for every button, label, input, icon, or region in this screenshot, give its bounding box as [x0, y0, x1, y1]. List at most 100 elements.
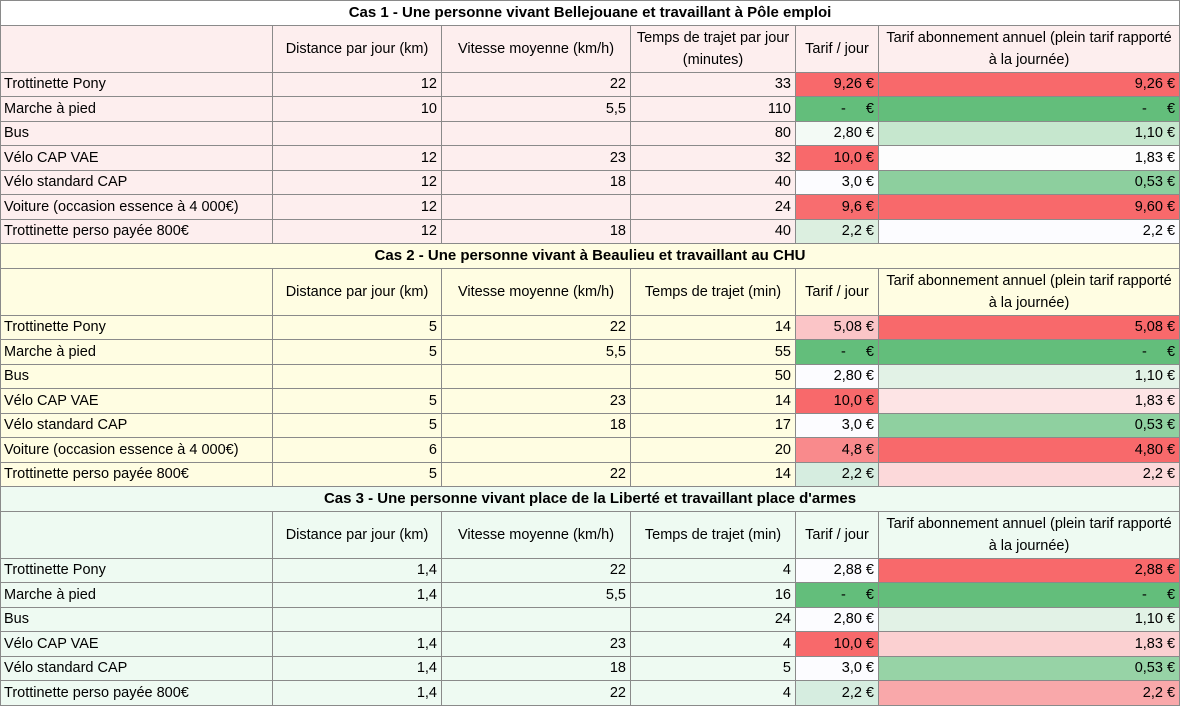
value-cell: [272, 363, 442, 389]
data-row: Voiture (occasion essence à 4 000€) 12 24 9…: [0, 194, 1181, 220]
header-cell: Tarif abonnement annuel (plein tarif rap…: [877, 510, 1181, 559]
value-cell: 2,2 €: [795, 461, 879, 487]
value-cell: 9,26 €: [795, 71, 879, 97]
header-row: Distance par jour (km) Vitesse moyenne (k…: [0, 510, 1181, 559]
mode-label: Trottinette Pony: [0, 557, 273, 583]
header-cell: Temps de trajet (min): [630, 510, 796, 559]
header-row: Distance par jour (km) Vitesse moyenne (k…: [0, 24, 1181, 73]
value-cell: 1,10 €: [877, 120, 1181, 146]
data-row: Trottinette perso payée 800€ 5 22 14 2,2 €2,…: [0, 461, 1181, 487]
value-cell: 2,80 €: [795, 606, 879, 632]
value-cell: 14: [630, 314, 796, 340]
value-cell: 0,53 €: [877, 169, 1181, 195]
mode-label: Vélo CAP VAE: [0, 388, 273, 414]
value-cell: 9,26 €: [877, 71, 1181, 97]
value-cell: 22: [441, 680, 631, 706]
header-cell: Distance par jour (km): [272, 510, 442, 559]
value-cell: 50: [630, 363, 796, 389]
value-cell: 2,2 €: [795, 680, 879, 706]
mode-label: Bus: [0, 606, 273, 632]
value-cell: 10,0 €: [795, 388, 879, 414]
value-cell: 1,10 €: [877, 363, 1181, 389]
value-cell: 2,2 €: [877, 461, 1181, 487]
value-cell: 1,83 €: [877, 631, 1181, 657]
value-cell: 24: [630, 194, 796, 220]
section-title-row: Cas 1 - Une personne vivant Bellejouane …: [0, 0, 1181, 26]
value-cell: 20: [630, 437, 796, 463]
value-cell: 6: [272, 437, 442, 463]
value-cell: 12: [272, 71, 442, 97]
header-cell: Distance par jour (km): [272, 24, 442, 73]
mode-label: Marche à pied: [0, 96, 273, 122]
value-cell: 14: [630, 461, 796, 487]
value-cell: 5: [272, 412, 442, 438]
header-cell: Vitesse moyenne (km/h): [441, 510, 631, 559]
value-cell: 32: [630, 145, 796, 171]
mode-label: Trottinette Pony: [0, 314, 273, 340]
value-cell: 1,4: [272, 631, 442, 657]
value-cell: 110: [630, 96, 796, 122]
header-cell: Distance par jour (km): [272, 267, 442, 316]
mode-label: Marche à pied: [0, 339, 273, 365]
value-cell: 40: [630, 169, 796, 195]
value-cell: 4,80 €: [877, 437, 1181, 463]
value-cell: 17: [630, 412, 796, 438]
value-cell: - €: [877, 582, 1181, 608]
value-cell: 22: [441, 71, 631, 97]
mode-label: Vélo CAP VAE: [0, 631, 273, 657]
value-cell: 5: [272, 339, 442, 365]
value-cell: [441, 437, 631, 463]
value-cell: 5,5: [441, 582, 631, 608]
value-cell: 22: [441, 461, 631, 487]
data-row: Vélo CAP VAE 12 23 32 10,0 €1,83 €: [0, 145, 1181, 171]
header-cell: [0, 24, 273, 73]
value-cell: 2,80 €: [795, 120, 879, 146]
value-cell: - €: [795, 582, 879, 608]
value-cell: - €: [877, 96, 1181, 122]
header-cell: Tarif / jour: [795, 267, 879, 316]
value-cell: 5,5: [441, 96, 631, 122]
mode-label: Vélo CAP VAE: [0, 145, 273, 171]
header-cell: Tarif abonnement annuel (plein tarif rap…: [877, 24, 1181, 73]
value-cell: - €: [877, 339, 1181, 365]
value-cell: 1,4: [272, 582, 442, 608]
mode-label: Trottinette perso payée 800€: [0, 218, 273, 244]
value-cell: [441, 194, 631, 220]
value-cell: 18: [441, 218, 631, 244]
value-cell: 5,5: [441, 339, 631, 365]
value-cell: [441, 363, 631, 389]
value-cell: 12: [272, 218, 442, 244]
data-row: Vélo standard CAP 12 18 40 3,0 €0,53 €: [0, 169, 1181, 195]
value-cell: 2,88 €: [877, 557, 1181, 583]
value-cell: 5: [272, 461, 442, 487]
value-cell: 10,0 €: [795, 145, 879, 171]
value-cell: 18: [441, 412, 631, 438]
section-title: Cas 2 - Une personne vivant à Beaulieu e…: [0, 243, 1181, 269]
value-cell: 5: [630, 655, 796, 681]
value-cell: [441, 120, 631, 146]
data-row: Trottinette Pony 12 22 33 9,26 €9,26 €: [0, 71, 1181, 97]
value-cell: [272, 120, 442, 146]
header-cell: [0, 510, 273, 559]
value-cell: 22: [441, 557, 631, 583]
mode-label: Vélo standard CAP: [0, 655, 273, 681]
value-cell: 3,0 €: [795, 412, 879, 438]
data-row: Bus 24 2,80 €1,10 €: [0, 606, 1181, 632]
header-cell: Temps de trajet par jour (minutes): [630, 24, 796, 73]
value-cell: 12: [272, 169, 442, 195]
value-cell: 5: [272, 314, 442, 340]
data-row: Trottinette perso payée 800€ 12 18 40 2,2 €2…: [0, 218, 1181, 244]
data-row: Vélo standard CAP 1,4 18 5 3,0 €0,53 €: [0, 655, 1181, 681]
value-cell: 0,53 €: [877, 412, 1181, 438]
value-cell: 23: [441, 631, 631, 657]
header-cell: Temps de trajet (min): [630, 267, 796, 316]
value-cell: 1,4: [272, 557, 442, 583]
value-cell: 24: [630, 606, 796, 632]
value-cell: 12: [272, 145, 442, 171]
header-cell: [0, 267, 273, 316]
mode-label: Bus: [0, 120, 273, 146]
data-row: Bus 80 2,80 €1,10 €: [0, 120, 1181, 146]
header-cell: Tarif abonnement annuel (plein tarif rap…: [877, 267, 1181, 316]
value-cell: 5,08 €: [795, 314, 879, 340]
value-cell: 1,83 €: [877, 145, 1181, 171]
